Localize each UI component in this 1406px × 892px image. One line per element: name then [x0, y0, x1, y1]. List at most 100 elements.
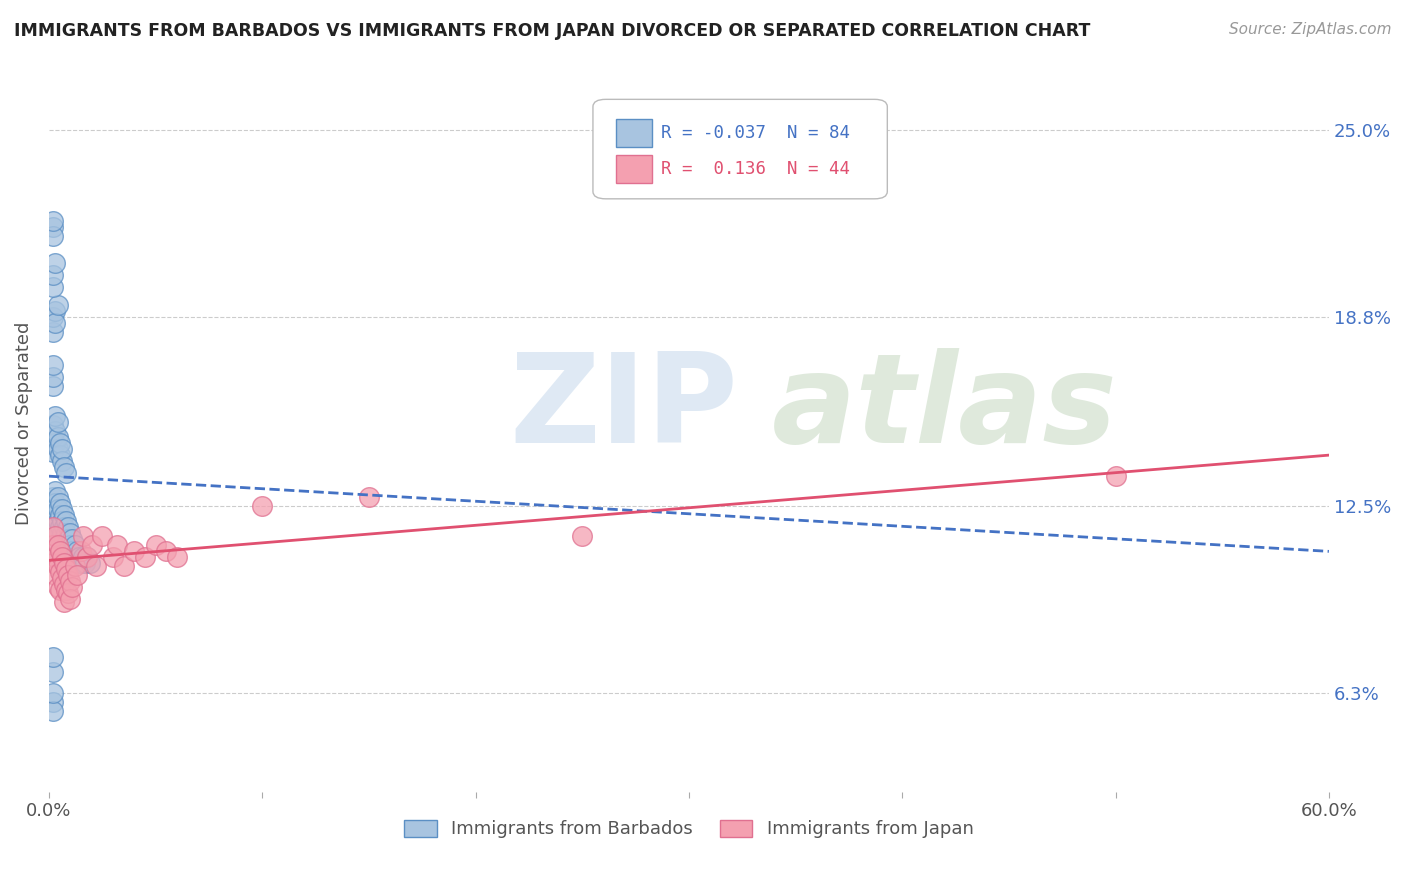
Point [52, 595, 75, 609]
Point [48, 533, 70, 547]
Point [44, 255, 66, 269]
Point [105, 538, 128, 552]
Point [42, 490, 65, 504]
Point [56, 586, 79, 600]
Point [75, 557, 97, 571]
Point [62, 581, 84, 595]
Point [63, 538, 86, 552]
Point [76, 550, 98, 565]
Point [44, 508, 66, 523]
Text: IMMIGRANTS FROM BARBADOS VS IMMIGRANTS FROM JAPAN DIVORCED OR SEPARATED CORRELAT: IMMIGRANTS FROM BARBADOS VS IMMIGRANTS F… [14, 22, 1091, 40]
Point [55, 538, 77, 552]
Point [48, 520, 70, 534]
Point [42, 325, 65, 339]
Text: R =  0.136  N = 44: R = 0.136 N = 44 [661, 160, 849, 178]
Point [252, 500, 274, 514]
Point [1104, 469, 1126, 483]
Point [56, 533, 79, 547]
Point [48, 448, 70, 462]
Point [80, 538, 103, 552]
Point [55, 526, 77, 541]
Point [51, 526, 73, 541]
Point [52, 544, 75, 558]
Point [46, 430, 69, 444]
Point [42, 358, 65, 372]
Point [79, 557, 101, 571]
Point [48, 436, 70, 450]
Point [76, 550, 98, 565]
Point [112, 559, 135, 574]
Point [42, 310, 65, 324]
Point [70, 557, 93, 571]
Point [91, 529, 114, 543]
Point [357, 490, 380, 504]
Point [44, 436, 66, 450]
FancyBboxPatch shape [616, 120, 652, 147]
Point [44, 303, 66, 318]
Point [51, 550, 73, 565]
Point [48, 508, 70, 523]
Point [63, 559, 86, 574]
Point [51, 571, 73, 585]
Point [42, 228, 65, 243]
Point [44, 496, 66, 510]
Point [134, 550, 156, 565]
Point [48, 583, 70, 598]
Point [52, 508, 75, 523]
Point [145, 538, 167, 552]
Point [42, 529, 65, 543]
Point [52, 577, 75, 591]
Point [48, 496, 70, 510]
Y-axis label: Divorced or Separated: Divorced or Separated [15, 322, 32, 525]
Point [52, 460, 75, 475]
Point [48, 566, 70, 580]
Point [59, 526, 82, 541]
Point [52, 557, 75, 571]
Point [59, 592, 82, 607]
Point [44, 409, 66, 423]
Point [42, 508, 65, 523]
Point [46, 538, 69, 552]
Text: atlas: atlas [772, 348, 1118, 469]
Point [44, 544, 66, 558]
Point [62, 544, 84, 558]
Point [66, 568, 89, 582]
Point [56, 544, 79, 558]
Point [101, 550, 124, 565]
Point [42, 379, 65, 393]
Point [46, 538, 69, 552]
Point [46, 526, 69, 541]
Point [44, 553, 66, 567]
Point [51, 502, 73, 516]
FancyBboxPatch shape [593, 99, 887, 199]
Point [42, 268, 65, 282]
Point [44, 533, 66, 547]
Point [46, 415, 69, 429]
Point [42, 213, 65, 227]
Point [42, 219, 65, 234]
Point [155, 544, 177, 558]
Point [59, 538, 82, 552]
Point [42, 695, 65, 709]
Point [44, 568, 66, 582]
Point [44, 520, 66, 534]
Point [166, 550, 188, 565]
Point [55, 562, 77, 576]
Point [51, 538, 73, 552]
Point [46, 298, 69, 312]
FancyBboxPatch shape [616, 154, 652, 183]
Point [72, 529, 94, 543]
Point [70, 544, 93, 558]
Point [46, 559, 69, 574]
Point [42, 445, 65, 459]
Point [571, 529, 593, 543]
Point [124, 544, 146, 558]
Point [67, 550, 90, 565]
Point [63, 550, 86, 565]
Text: ZIP: ZIP [510, 348, 738, 469]
Legend: Immigrants from Barbados, Immigrants from Japan: Immigrants from Barbados, Immigrants fro… [396, 813, 981, 846]
Point [42, 279, 65, 293]
Point [51, 442, 73, 456]
Point [42, 520, 65, 534]
Point [55, 514, 77, 528]
